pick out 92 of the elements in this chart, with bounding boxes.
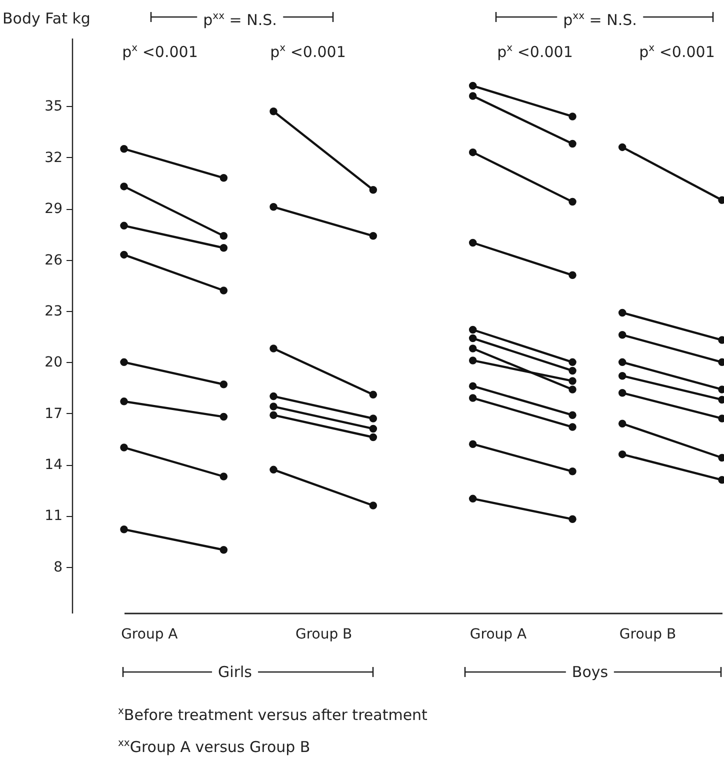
y-tick-label: 35	[44, 98, 62, 115]
point	[568, 140, 576, 148]
point	[369, 232, 378, 240]
y-tick-label: 23	[44, 303, 62, 320]
point	[468, 382, 477, 390]
point	[369, 390, 378, 398]
text: p$^{xx}$ = N.S.	[197, 8, 283, 29]
point	[120, 222, 128, 230]
point	[618, 450, 626, 458]
x-tick-label: Group A	[470, 626, 527, 642]
text: Girls	[212, 663, 258, 681]
point	[568, 366, 576, 375]
point	[468, 148, 477, 156]
point	[120, 398, 128, 406]
point	[369, 424, 378, 433]
point	[468, 334, 477, 342]
point	[120, 358, 128, 366]
text: $^{xx}$Group A versus Group B	[118, 738, 310, 756]
point	[220, 546, 228, 554]
point	[468, 344, 477, 352]
point	[120, 250, 128, 259]
point	[568, 112, 576, 120]
point	[220, 286, 228, 294]
point	[618, 331, 626, 339]
point	[270, 203, 278, 211]
annotation: p$^{x}$ <0.001	[491, 40, 579, 61]
point	[618, 389, 626, 397]
x-tick-label: Group B	[619, 626, 676, 642]
point	[618, 308, 626, 317]
point	[270, 411, 278, 419]
point	[568, 358, 576, 366]
point	[468, 238, 477, 247]
point	[468, 494, 477, 503]
point	[468, 394, 477, 402]
point	[568, 386, 576, 394]
annotation: p$^{x}$ <0.001	[116, 40, 204, 61]
point	[568, 411, 576, 419]
point	[568, 468, 576, 476]
annotation: p$^{x}$ <0.001	[264, 40, 352, 61]
point	[220, 412, 228, 421]
point	[568, 271, 576, 280]
y-tick-label: 20	[44, 354, 62, 371]
y-tick-label: 17	[44, 406, 62, 422]
text: p$^{xx}$ = N.S.	[557, 8, 643, 29]
point	[369, 433, 378, 442]
y-tick-label: 29	[44, 201, 62, 218]
point	[468, 326, 477, 334]
y-axis-title: Body Fat kg	[2, 10, 90, 28]
point	[468, 440, 477, 448]
point	[270, 402, 278, 410]
y-tick-label: 8	[54, 559, 62, 576]
x-tick-label: Group B	[295, 626, 352, 642]
point	[120, 145, 128, 153]
point	[568, 377, 576, 385]
point	[718, 386, 724, 394]
point	[270, 344, 278, 352]
annotation: p$^{x}$ <0.001	[633, 40, 721, 61]
point	[618, 372, 626, 380]
point	[718, 476, 724, 484]
point	[568, 198, 576, 206]
x-tick-label: Group A	[121, 626, 178, 642]
point	[618, 420, 626, 428]
point	[468, 356, 477, 364]
point	[220, 380, 228, 388]
point	[270, 108, 278, 116]
point	[618, 358, 626, 366]
point	[220, 244, 228, 252]
y-tick-label: 32	[44, 150, 62, 166]
point	[618, 143, 626, 152]
text: $^{x}$Before treatment versus after treatment	[118, 706, 428, 724]
point	[718, 414, 724, 422]
point	[568, 423, 576, 431]
text: Boys	[566, 663, 614, 681]
point	[718, 336, 724, 344]
point	[369, 414, 378, 422]
y-tick-label: 11	[44, 508, 62, 524]
point	[468, 92, 477, 100]
point	[120, 444, 128, 452]
point	[220, 174, 228, 182]
point	[568, 515, 576, 524]
point	[369, 502, 378, 510]
point	[369, 186, 378, 194]
point	[718, 196, 724, 204]
point	[220, 232, 228, 240]
point	[270, 466, 278, 474]
point	[468, 82, 477, 90]
point	[270, 392, 278, 400]
y-tick-label: 14	[44, 457, 63, 474]
point	[120, 182, 128, 190]
y-tick-label: 26	[44, 252, 63, 268]
point	[220, 472, 228, 480]
point	[120, 526, 128, 534]
